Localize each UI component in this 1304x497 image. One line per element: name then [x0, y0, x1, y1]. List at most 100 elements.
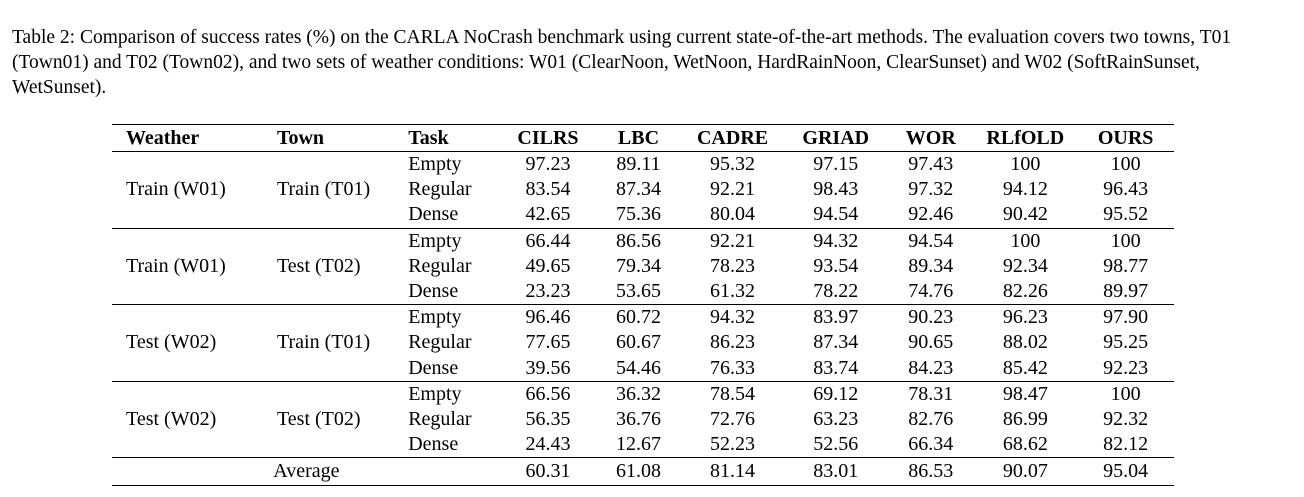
- task-cell: Empty: [408, 229, 462, 252]
- value-cell-best: 100: [1110, 229, 1141, 252]
- value-cell: 93.54: [813, 254, 859, 277]
- weather-cell: Test (W02): [126, 408, 217, 431]
- value-cell-best: 97.90: [1103, 306, 1149, 329]
- value-cell: 84.23: [888, 355, 974, 382]
- table-row: Train (W01) Test (T02) Empty 66.44 86.56…: [112, 228, 1174, 306]
- value-cell-best: 100: [1110, 153, 1141, 175]
- value-cell: 66.34: [908, 433, 954, 456]
- value-cell-best: 92.23: [1077, 355, 1174, 382]
- value-cell: 54.46: [595, 355, 682, 382]
- value-cell: 96.46: [525, 306, 571, 329]
- table-row: Train (W01) Train (T01) Empty 97.23 89.1…: [112, 151, 1174, 229]
- value-cell: 96.43: [1103, 178, 1149, 201]
- table-caption: Table 2: Comparison of success rates (%)…: [12, 27, 1232, 98]
- value-cell: 68.62: [1002, 433, 1048, 456]
- value-cell: 23.23: [500, 279, 596, 306]
- value-cell: 96.23: [1002, 306, 1048, 329]
- value-cell: 78.54: [710, 382, 756, 405]
- value-cell-best: 100: [1010, 153, 1041, 175]
- value-cell: 86.99: [1002, 408, 1048, 431]
- value-cell: 94.54: [783, 202, 889, 229]
- value-cell: 61.32: [681, 279, 784, 306]
- task-cell: Dense: [404, 202, 501, 229]
- value-cell: 92.21: [710, 229, 756, 252]
- results-table: Weather Town Task CILRS LBC CADRE GRIAD …: [112, 124, 1174, 487]
- task-cell: Empty: [408, 306, 462, 329]
- value-cell: 97.32: [908, 178, 954, 201]
- header-cilrs: CILRS: [500, 124, 596, 152]
- value-cell: 36.76: [615, 408, 661, 431]
- value-cell: 82.26: [973, 279, 1078, 306]
- town-cell: Test (T02): [262, 228, 405, 306]
- value-cell-best: 89.97: [1077, 279, 1174, 306]
- average-value: 83.01: [783, 457, 889, 487]
- header-lbc: LBC: [595, 124, 682, 152]
- table-row: Dense 24.43 12.67 52.23 52.56 66.34 68.6…: [112, 432, 1174, 458]
- task-cell: Empty: [408, 153, 462, 175]
- value-cell: 60.72: [615, 306, 661, 329]
- average-value: 61.08: [595, 457, 682, 487]
- value-cell: 82.76: [908, 408, 954, 431]
- table-row: Regular 56.35 36.76 72.76 63.23 82.76 86…: [112, 407, 1174, 432]
- table-row: Test (W02) Test (T02) Empty 66.56 36.32 …: [112, 381, 1174, 430]
- value-cell: 92.21: [710, 178, 756, 201]
- value-cell: 94.32: [710, 306, 756, 329]
- value-cell: 89.34: [908, 254, 954, 277]
- value-cell: 49.65: [525, 254, 571, 277]
- value-cell: 66.56: [525, 382, 571, 405]
- task-cell: Regular: [408, 178, 472, 201]
- value-cell: 66.44: [525, 229, 571, 252]
- header-town: Town: [262, 124, 405, 152]
- value-cell: 74.76: [888, 279, 974, 306]
- value-cell: 76.33: [681, 355, 784, 382]
- value-cell: 79.34: [615, 254, 661, 277]
- value-cell: 97.15: [813, 153, 859, 175]
- value-cell: 94.54: [908, 229, 954, 252]
- value-cell-best: 95.25: [1103, 331, 1149, 354]
- town-cell: Train (T01): [262, 151, 405, 229]
- value-cell: 92.46: [888, 202, 974, 229]
- value-cell: 36.32: [615, 382, 661, 405]
- value-cell: 92.34: [1002, 254, 1048, 277]
- value-cell: 90.23: [908, 306, 954, 329]
- table-row: Dense 42.65 75.36 80.04 94.54 92.46 90.4…: [112, 202, 1174, 229]
- average-value: 86.53: [888, 457, 974, 487]
- task-cell: Dense: [404, 279, 501, 306]
- value-cell: 80.04: [681, 202, 784, 229]
- value-cell: 83.97: [813, 306, 859, 329]
- task-cell: Dense: [404, 355, 501, 382]
- value-cell: 52.23: [710, 433, 756, 456]
- value-cell: 53.65: [595, 279, 682, 306]
- value-cell: 72.76: [710, 408, 756, 431]
- header-task: Task: [404, 124, 501, 152]
- value-cell: 86.56: [615, 229, 661, 252]
- average-label: Average: [112, 457, 501, 487]
- task-cell: Regular: [408, 254, 472, 277]
- value-cell: 90.42: [973, 202, 1078, 229]
- value-cell: 90.65: [908, 331, 954, 354]
- value-cell: 89.11: [616, 153, 661, 175]
- average-value: 90.07: [973, 457, 1078, 487]
- value-cell: 77.65: [525, 331, 571, 354]
- value-cell: 42.65: [500, 202, 596, 229]
- value-cell: 24.43: [525, 433, 571, 456]
- value-cell: 52.56: [813, 433, 859, 456]
- value-cell: 97.23: [525, 153, 571, 175]
- value-cell: 12.67: [615, 433, 661, 456]
- table-row: Dense 23.23 53.65 61.32 78.22 74.76 82.2…: [112, 279, 1174, 306]
- value-cell: 87.34: [813, 331, 859, 354]
- header-cadre: CADRE: [681, 124, 784, 152]
- value-cell: 69.12: [813, 382, 859, 405]
- task-cell: Dense: [408, 433, 459, 456]
- value-cell: 87.34: [615, 178, 661, 201]
- average-row: Average 60.31 61.08 81.14 83.01 86.53 90…: [112, 457, 1174, 487]
- weather-cell: Train (W01): [112, 151, 263, 229]
- value-cell: 63.23: [813, 408, 859, 431]
- value-cell: 85.42: [973, 355, 1078, 382]
- header-weather: Weather: [112, 124, 263, 152]
- header-rlfold: RLfOLD: [973, 124, 1078, 152]
- table-row: Regular 49.65 79.34 78.23 93.54 89.34 92…: [112, 254, 1174, 279]
- value-cell-best: 82.12: [1103, 433, 1149, 456]
- table-header-row: Weather Town Task CILRS LBC CADRE GRIAD …: [112, 124, 1174, 152]
- weather-cell: Train (W01): [112, 228, 263, 306]
